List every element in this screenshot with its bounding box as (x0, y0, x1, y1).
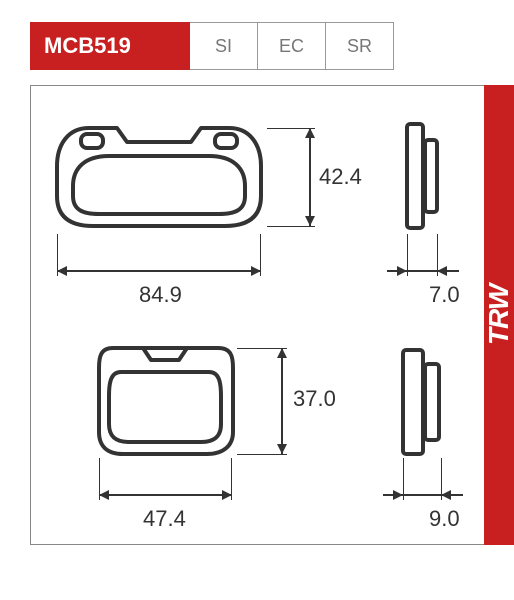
dim-bottom-thickness: 9.0 (429, 506, 460, 532)
diagram-container: MCB519 SI EC SR (0, 0, 514, 600)
top-pad-front (49, 116, 269, 236)
brand-logo-tab: TRW (484, 85, 514, 545)
dim-bottom-width: 47.4 (143, 506, 186, 532)
dim-bottom-height: 37.0 (293, 386, 336, 412)
brand-logo-text: TRW (483, 285, 514, 345)
header: MCB519 SI EC SR (30, 22, 484, 70)
dim-top-thickness: 7.0 (429, 282, 460, 308)
variant-si: SI (190, 22, 258, 70)
bottom-pad-front (93, 342, 238, 460)
dim-top-height: 42.4 (319, 164, 362, 190)
drawing-frame: 42.4 84.9 7.0 37.0 47.4 9 (30, 85, 484, 545)
top-pad-side (403, 120, 443, 232)
variant-ec: EC (258, 22, 326, 70)
variant-sr: SR (326, 22, 394, 70)
bottom-pad-side (399, 346, 449, 458)
dim-top-width: 84.9 (139, 282, 182, 308)
part-number: MCB519 (30, 22, 190, 70)
